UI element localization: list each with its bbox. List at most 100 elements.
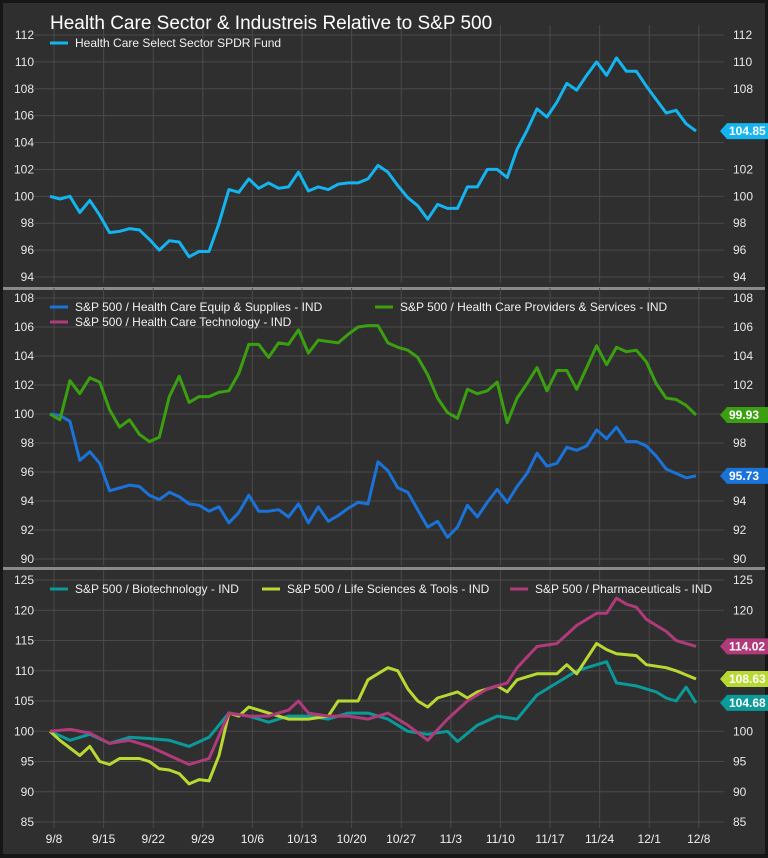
y-tick-label-left: 110 bbox=[15, 55, 34, 69]
last-value-badge bbox=[720, 671, 768, 688]
y-tick-label-left: 106 bbox=[14, 320, 34, 334]
series-line bbox=[49, 412, 697, 539]
panel-3: 85 85 90 90 95 95 100 100 105 110 115 120 120 125 125 1… bbox=[3, 567, 768, 829]
y-tick-label-left: 85 bbox=[21, 815, 35, 829]
series-line bbox=[49, 596, 697, 766]
x-tick-label: 12/1 bbox=[638, 832, 662, 846]
y-tick-label-left: 110 bbox=[15, 664, 34, 678]
legend-label: Health Care Select Sector SPDR Fund bbox=[75, 36, 281, 50]
x-tick-label: 9/22 bbox=[142, 832, 166, 846]
x-tick-label: 11/24 bbox=[585, 832, 614, 846]
y-tick-label-left: 96 bbox=[21, 465, 35, 479]
y-tick-label-left: 95 bbox=[21, 755, 35, 769]
legend-item: S&P 500 / Health Care Providers & Servic… bbox=[375, 300, 668, 314]
last-value-label: 99.93 bbox=[729, 408, 759, 422]
last-value-label: 104.68 bbox=[729, 696, 766, 710]
panel-2: 90 90 92 92 94 94 96 98 98 100 102 102 104 104 106 106 1… bbox=[3, 287, 768, 566]
y-tick-label-right: 100 bbox=[733, 189, 753, 203]
y-tick-label-right: 104 bbox=[733, 349, 753, 363]
legend-item: Health Care Select Sector SPDR Fund bbox=[50, 36, 281, 50]
legend-label: S&P 500 / Health Care Providers & Servic… bbox=[400, 300, 668, 314]
y-tick-label-right: 95 bbox=[733, 755, 747, 769]
x-tick-label: 10/6 bbox=[241, 832, 265, 846]
y-tick-label-right: 106 bbox=[733, 320, 753, 334]
y-tick-label-left: 98 bbox=[21, 436, 35, 450]
legend-label: S&P 500 / Biotechnology - IND bbox=[75, 582, 239, 596]
y-tick-label-right: 125 bbox=[733, 573, 753, 587]
x-tick-label: 12/8 bbox=[687, 832, 711, 846]
legend-label: S&P 500 / Pharmaceuticals - IND bbox=[535, 582, 713, 596]
x-tick-label: 11/3 bbox=[440, 832, 463, 846]
y-tick-label-right: 98 bbox=[733, 436, 747, 450]
x-tick-label: 10/20 bbox=[337, 832, 367, 846]
y-tick-label-right: 94 bbox=[733, 270, 747, 284]
chart-title: Health Care Sector & Industreis Relative… bbox=[50, 13, 492, 34]
x-tick-label: 9/29 bbox=[191, 832, 215, 846]
y-tick-label-left: 104 bbox=[14, 349, 34, 363]
last-value-label: 104.85 bbox=[729, 124, 766, 138]
legend-label: S&P 500 / Health Care Technology - IND bbox=[75, 315, 292, 329]
y-tick-label-left: 120 bbox=[14, 603, 34, 617]
y-tick-label-left: 98 bbox=[21, 216, 35, 230]
last-value-label: 95.73 bbox=[729, 469, 759, 483]
last-value-label: 114.02 bbox=[729, 639, 765, 653]
y-tick-label-left: 90 bbox=[21, 785, 35, 799]
y-tick-label-left: 94 bbox=[21, 270, 35, 284]
y-tick-label-right: 120 bbox=[733, 603, 753, 617]
x-tick-label: 9/15 bbox=[92, 832, 116, 846]
y-tick-label-left: 102 bbox=[14, 378, 34, 392]
legend-item: S&P 500 / Health Care Technology - IND bbox=[50, 315, 292, 329]
series-line bbox=[49, 56, 697, 259]
y-tick-label-left: 125 bbox=[14, 573, 34, 587]
last-value-badge bbox=[720, 407, 768, 424]
legend-item: S&P 500 / Life Sciences & Tools - IND bbox=[262, 582, 490, 596]
y-tick-label-right: 98 bbox=[733, 216, 747, 230]
legend-label: S&P 500 / Health Care Equip & Supplies -… bbox=[75, 300, 323, 314]
y-tick-label-right: 112 bbox=[733, 28, 752, 42]
y-tick-label-left: 96 bbox=[21, 243, 35, 257]
y-tick-label-left: 90 bbox=[21, 552, 35, 566]
panel-1: 94 94 96 96 98 98 100 100 102 102 104 106 108 108 110 1… bbox=[14, 25, 768, 284]
y-tick-label-right: 102 bbox=[733, 378, 753, 392]
x-tick-label: 11/10 bbox=[486, 832, 515, 846]
y-tick-label-left: 115 bbox=[15, 634, 34, 648]
x-tick-label: 11/17 bbox=[535, 832, 564, 846]
y-tick-label-right: 85 bbox=[733, 815, 747, 829]
x-tick-label: 10/13 bbox=[287, 832, 317, 846]
y-tick-label-right: 108 bbox=[733, 82, 753, 96]
y-tick-label-right: 90 bbox=[733, 552, 747, 566]
y-tick-label-right: 102 bbox=[733, 162, 753, 176]
y-tick-label-left: 108 bbox=[14, 82, 34, 96]
last-value-badge bbox=[720, 638, 768, 655]
y-tick-label-right: 110 bbox=[733, 55, 752, 69]
y-tick-label-left: 108 bbox=[14, 291, 34, 305]
series-line bbox=[49, 324, 698, 444]
last-value-label: 108.63 bbox=[729, 672, 766, 686]
y-tick-label-left: 100 bbox=[14, 407, 34, 421]
chart-background bbox=[3, 3, 765, 854]
legend-item: S&P 500 / Pharmaceuticals - IND bbox=[510, 582, 713, 596]
y-tick-label-left: 100 bbox=[14, 724, 34, 738]
panel-divider bbox=[3, 287, 765, 290]
y-tick-label-right: 96 bbox=[733, 243, 747, 257]
y-tick-label-left: 112 bbox=[15, 28, 34, 42]
y-tick-label-right: 94 bbox=[733, 494, 747, 508]
panel-divider bbox=[3, 567, 765, 570]
y-tick-label-left: 106 bbox=[14, 109, 34, 123]
y-tick-label-left: 105 bbox=[14, 694, 34, 708]
y-tick-label-left: 104 bbox=[14, 136, 34, 150]
y-tick-label-right: 100 bbox=[733, 724, 753, 738]
y-tick-label-right: 92 bbox=[733, 523, 747, 537]
x-tick-label: 10/27 bbox=[386, 832, 416, 846]
last-value-badge bbox=[720, 467, 768, 484]
y-tick-label-right: 108 bbox=[733, 291, 753, 305]
series-line bbox=[49, 660, 698, 748]
series-line bbox=[48, 642, 697, 786]
y-tick-label-left: 102 bbox=[14, 162, 34, 176]
y-tick-label-right: 90 bbox=[733, 785, 747, 799]
y-tick-label-left: 100 bbox=[14, 189, 34, 203]
last-value-badge bbox=[720, 694, 768, 711]
x-tick-label: 9/8 bbox=[46, 832, 63, 846]
legend-label: S&P 500 / Life Sciences & Tools - IND bbox=[287, 582, 490, 596]
